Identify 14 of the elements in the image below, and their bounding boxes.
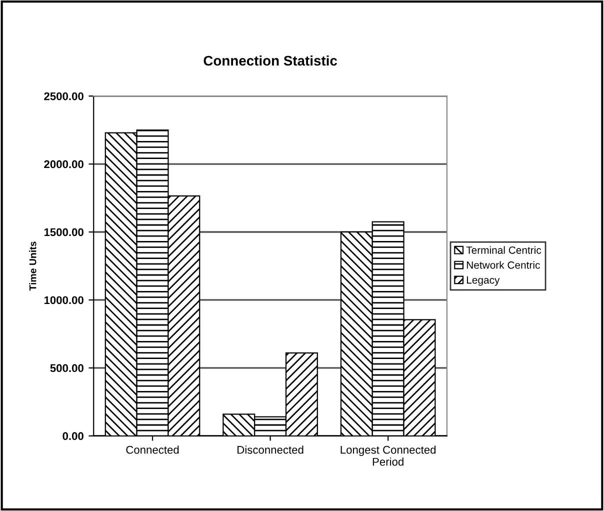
- y-tick-label: 1000.00: [44, 296, 84, 304]
- y-tick-label: 500.00: [50, 364, 84, 372]
- x-tick-label: Connected: [126, 446, 179, 454]
- y-tick-label: 2500.00: [44, 92, 84, 100]
- legend-label: Legacy: [466, 276, 500, 286]
- y-tick-label: 1500.00: [44, 228, 84, 236]
- chart-title: Connection Statistic: [204, 55, 338, 66]
- x-tick-label: Longest Connected Period: [340, 446, 436, 466]
- x-tick-label: Disconnected: [238, 446, 304, 454]
- y-tick-label: 2000.00: [44, 160, 84, 168]
- y-axis-title: Time Units: [29, 242, 36, 291]
- legend-label: Terminal Centric: [466, 246, 542, 254]
- legend-label: Network Centric: [466, 261, 540, 269]
- y-tick-label: 0.00: [62, 432, 84, 440]
